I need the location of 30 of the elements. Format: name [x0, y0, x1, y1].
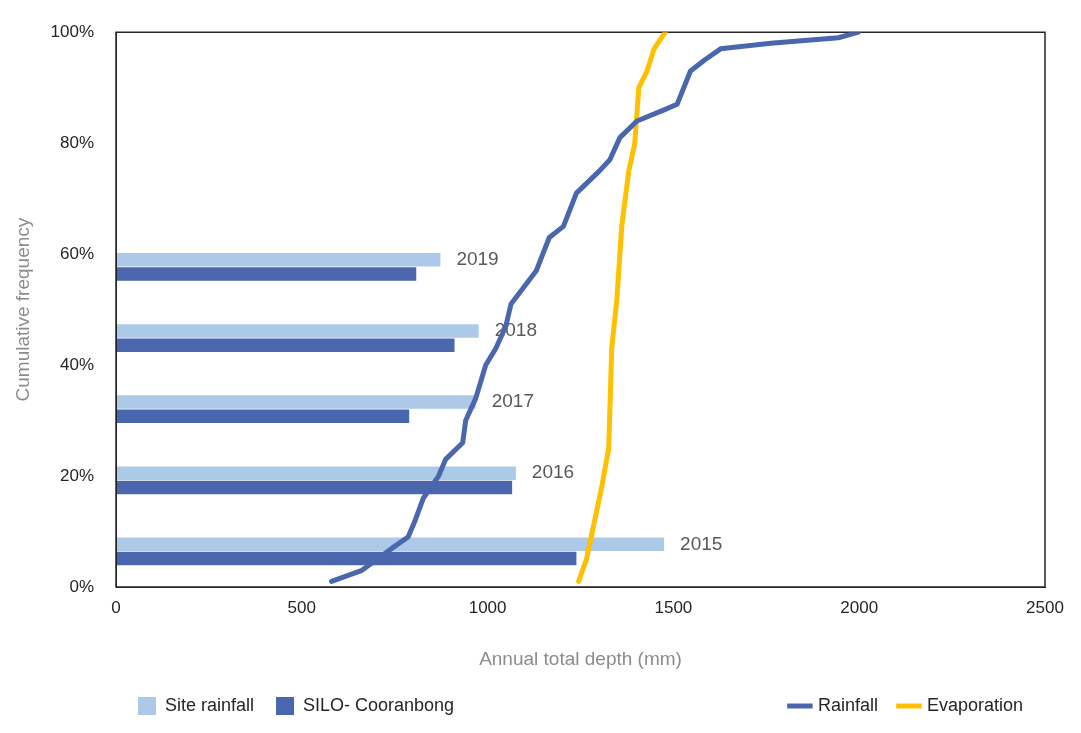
x-tick-label: 500	[287, 597, 316, 617]
category-label: 2017	[491, 390, 534, 412]
x-axis-title: Annual total depth (mm)	[479, 647, 682, 669]
y-tick-label: 80%	[59, 132, 94, 152]
x-tick-label: 1000	[468, 597, 507, 617]
y-axis-title: Cumulative frequency	[11, 217, 33, 402]
x-tick-label: 0	[111, 597, 121, 617]
bar	[116, 537, 665, 552]
bar	[116, 253, 441, 267]
x-tick-label: 2500	[1026, 597, 1064, 617]
category-label: 2015	[680, 532, 723, 554]
x-tick-label: 1500	[654, 597, 693, 617]
y-tick-label: 20%	[59, 465, 94, 485]
legend-label: Site rainfall	[165, 694, 255, 715]
bar	[116, 409, 410, 424]
legend-label: Rainfall	[817, 694, 878, 715]
bar	[116, 324, 479, 338]
y-tick-label: 100%	[50, 21, 94, 41]
category-label: 2016	[531, 461, 575, 483]
category-label: 2019	[456, 248, 499, 270]
legend-label: SILO- Cooranbong	[303, 694, 455, 715]
bar	[116, 466, 516, 480]
y-tick-label: 40%	[59, 354, 94, 374]
y-tick-label: 60%	[59, 243, 94, 263]
bar	[116, 338, 455, 352]
y-tick-label: 0%	[69, 576, 94, 596]
x-tick-label: 2000	[840, 597, 879, 617]
bar	[116, 395, 476, 409]
bar	[116, 267, 417, 281]
legend-label: Evaporation	[926, 694, 1024, 715]
